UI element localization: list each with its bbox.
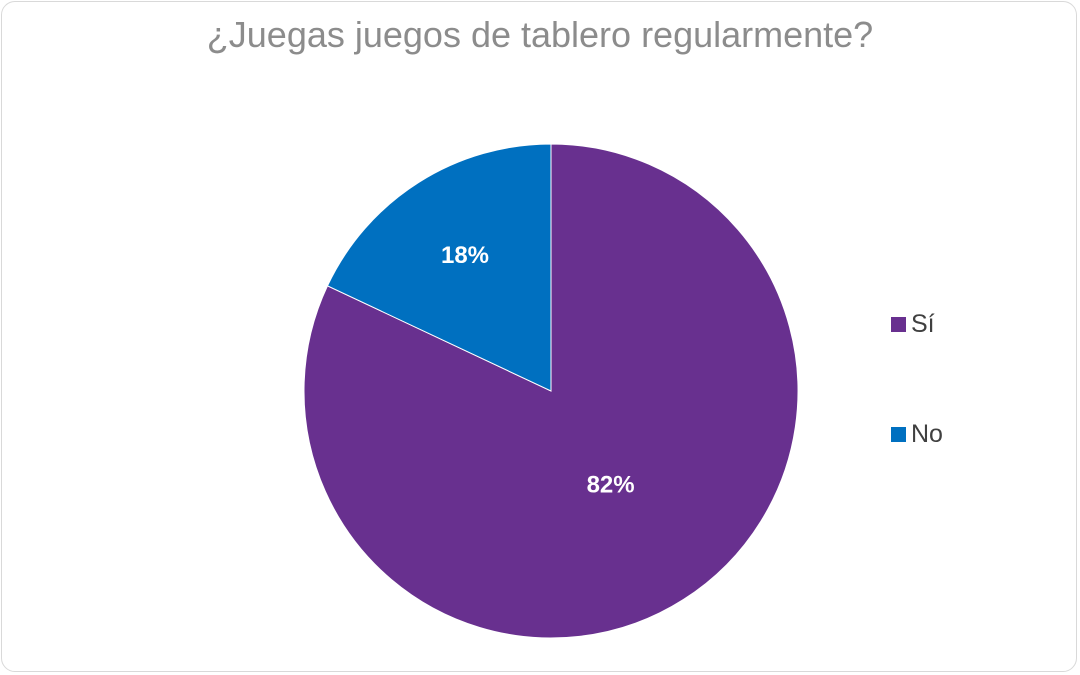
pie-slice-no: [326, 143, 552, 392]
legend-label-no: No: [911, 420, 943, 448]
legend-swatch-si: [891, 317, 906, 332]
data-label-si: 82%: [587, 471, 635, 498]
legend-label-si: Sí: [911, 310, 935, 338]
pie-slices: [303, 143, 799, 639]
chart-title: ¿Juegas juegos de tablero regularmente?: [206, 14, 874, 55]
legend-item-si: Sí: [891, 310, 935, 339]
data-label-no: 18%: [441, 242, 489, 269]
legend-swatch-no: [891, 427, 906, 442]
legend-item-no: No: [891, 420, 943, 449]
pie-data-labels: 82% 18%: [441, 242, 635, 498]
